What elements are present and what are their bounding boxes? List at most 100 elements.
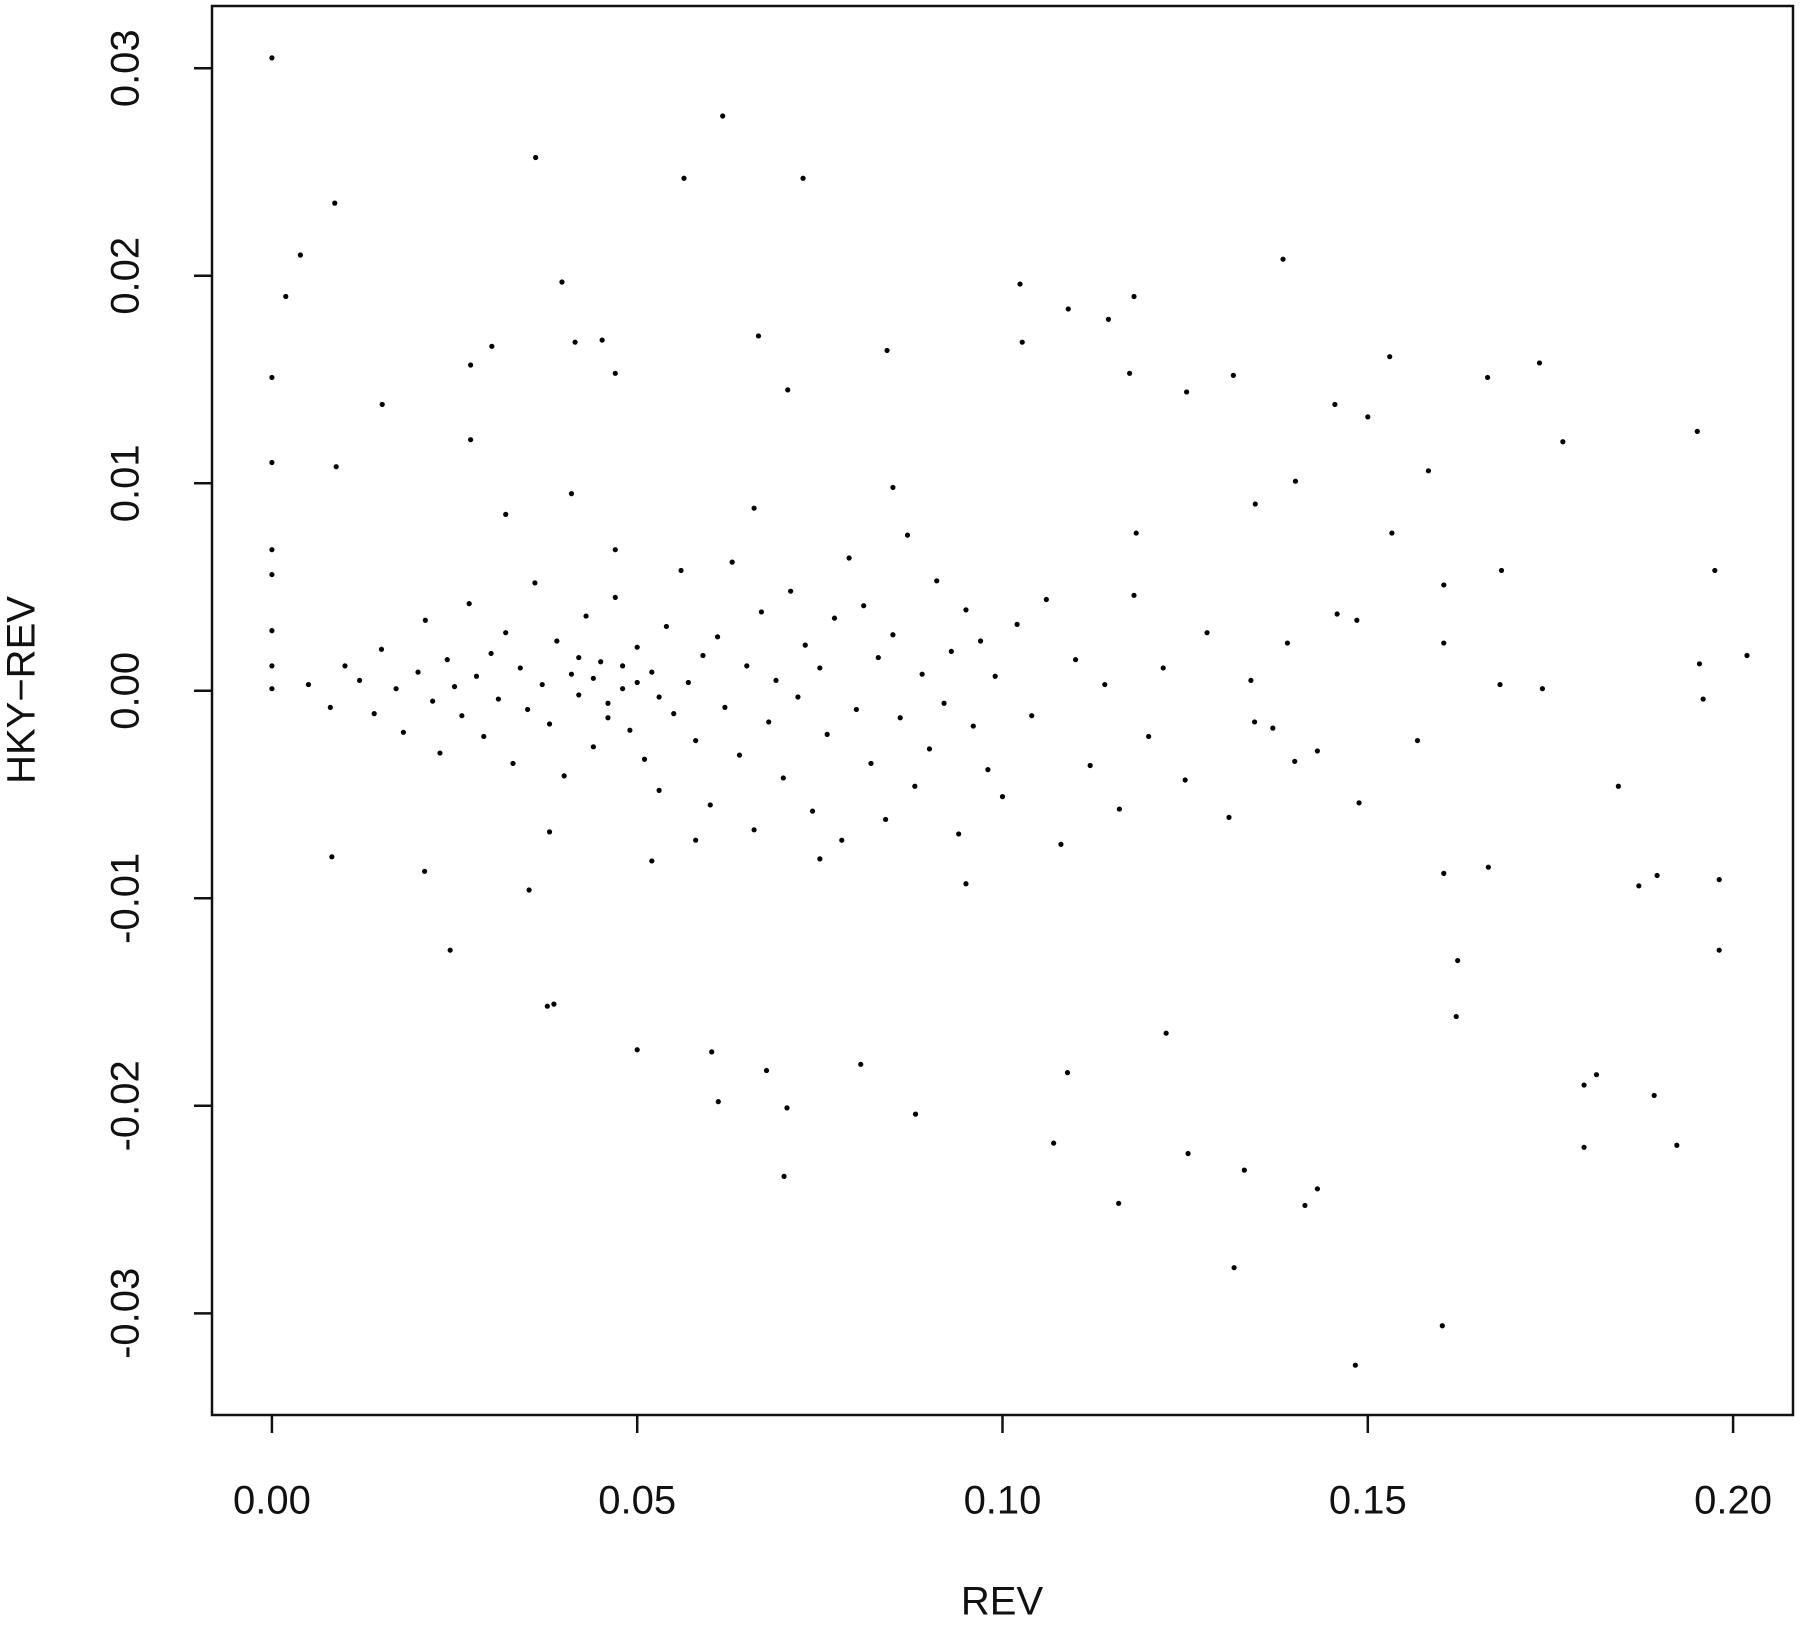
point xyxy=(780,775,786,781)
point xyxy=(437,750,443,756)
point xyxy=(269,571,275,578)
point xyxy=(333,464,339,470)
point xyxy=(861,603,867,609)
point xyxy=(846,555,852,561)
point xyxy=(1334,611,1340,617)
point xyxy=(831,615,838,621)
point xyxy=(693,837,699,843)
point xyxy=(656,694,662,700)
point xyxy=(1441,870,1447,876)
point xyxy=(1453,1013,1459,1020)
point xyxy=(378,646,385,652)
point xyxy=(561,773,567,779)
point xyxy=(489,343,495,349)
point xyxy=(1560,439,1566,445)
point xyxy=(634,679,640,686)
point xyxy=(817,856,823,862)
point xyxy=(1102,681,1108,688)
point xyxy=(1029,713,1035,719)
point xyxy=(868,760,874,767)
point xyxy=(1163,1030,1169,1036)
point xyxy=(890,484,896,491)
point xyxy=(736,752,743,758)
point xyxy=(1615,783,1621,789)
point xyxy=(451,684,458,690)
point xyxy=(568,491,575,497)
point xyxy=(985,767,991,773)
point xyxy=(430,698,436,704)
point xyxy=(269,628,275,634)
point xyxy=(612,547,618,553)
point xyxy=(554,638,560,644)
point xyxy=(715,1099,721,1105)
point xyxy=(1127,370,1133,376)
point xyxy=(371,711,377,717)
y-tick-label: -0.02 xyxy=(104,1060,148,1151)
point xyxy=(269,547,275,553)
point xyxy=(544,1003,550,1009)
point xyxy=(327,704,333,710)
point xyxy=(1536,360,1543,366)
point xyxy=(795,694,801,700)
point xyxy=(784,1105,790,1111)
point xyxy=(269,663,275,669)
point xyxy=(802,642,808,648)
point xyxy=(1636,883,1642,889)
point xyxy=(1065,306,1071,312)
point xyxy=(941,700,947,706)
point xyxy=(904,532,911,538)
point xyxy=(488,650,494,657)
point xyxy=(329,854,335,860)
point xyxy=(1204,630,1210,636)
point xyxy=(977,638,984,644)
point xyxy=(379,401,385,408)
point xyxy=(817,665,823,671)
point xyxy=(773,677,779,684)
point xyxy=(1160,665,1166,671)
point xyxy=(707,802,713,808)
point xyxy=(1441,582,1447,588)
point xyxy=(627,727,633,733)
point xyxy=(656,787,662,793)
y-tick-label: -0.01 xyxy=(104,853,148,944)
point xyxy=(649,858,655,864)
x-tick-label: 0.00 xyxy=(233,1479,311,1523)
point xyxy=(332,200,338,206)
x-tick-label: 0.10 xyxy=(964,1479,1042,1523)
point xyxy=(1231,1265,1237,1271)
point xyxy=(1651,1092,1657,1099)
point xyxy=(590,744,596,750)
point xyxy=(495,696,501,702)
point xyxy=(269,55,275,61)
point xyxy=(763,1067,770,1074)
point xyxy=(1248,677,1254,684)
point xyxy=(393,686,399,692)
point xyxy=(1485,374,1491,381)
point xyxy=(1694,428,1700,434)
point xyxy=(693,737,699,744)
point xyxy=(1314,748,1320,754)
point xyxy=(444,657,450,663)
x-axis-label: REV xyxy=(961,1580,1044,1624)
point xyxy=(1593,1072,1600,1078)
point xyxy=(466,601,472,607)
point xyxy=(539,681,545,688)
point xyxy=(858,1061,864,1067)
point xyxy=(605,715,611,721)
point xyxy=(671,711,677,717)
point xyxy=(1716,877,1722,883)
x-tick-label: 0.20 xyxy=(1694,1479,1772,1523)
y-axis-label: HKY−REV xyxy=(0,596,44,784)
point xyxy=(992,673,998,679)
point xyxy=(1017,281,1023,287)
point xyxy=(744,663,750,669)
point xyxy=(1116,1200,1122,1206)
point xyxy=(583,613,589,619)
point xyxy=(1455,957,1461,964)
point xyxy=(853,706,859,713)
point xyxy=(546,721,553,727)
point xyxy=(1581,1144,1587,1150)
point xyxy=(1674,1142,1680,1148)
point xyxy=(473,673,480,679)
